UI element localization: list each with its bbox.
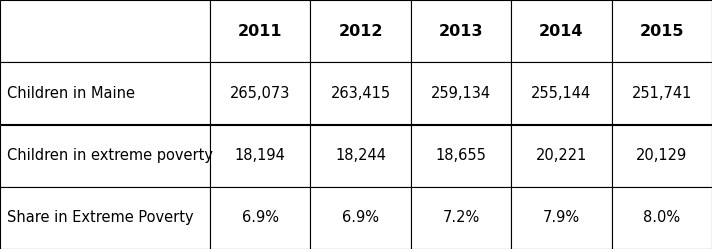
Text: 7.2%: 7.2% [442,210,480,225]
Bar [511,187,612,249]
Text: 6.9%: 6.9% [242,210,278,225]
Bar [612,187,712,249]
Text: 6.9%: 6.9% [342,210,379,225]
Text: Share in Extreme Poverty: Share in Extreme Poverty [7,210,194,225]
Bar [0,187,210,249]
Bar [310,187,411,249]
Bar [310,124,411,187]
Text: 2011: 2011 [238,24,283,39]
Text: 265,073: 265,073 [230,86,290,101]
Bar [210,124,310,187]
Text: 263,415: 263,415 [330,86,391,101]
Bar [411,62,511,124]
Bar [511,62,612,124]
Bar [0,62,210,124]
Bar [511,124,612,187]
Text: 20,221: 20,221 [535,148,587,163]
Text: 7.9%: 7.9% [543,210,580,225]
Bar [0,124,210,187]
Text: 18,244: 18,244 [335,148,386,163]
Bar [310,0,411,62]
Bar [0,0,210,62]
Text: 259,134: 259,134 [431,86,491,101]
Text: 2015: 2015 [639,24,684,39]
Bar [411,0,511,62]
Bar [612,0,712,62]
Text: 255,144: 255,144 [531,86,592,101]
Bar [310,62,411,124]
Text: 251,741: 251,741 [632,86,692,101]
Bar [511,0,612,62]
Text: 18,655: 18,655 [436,148,486,163]
Text: 8.0%: 8.0% [643,210,681,225]
Text: 2013: 2013 [439,24,483,39]
Text: 18,194: 18,194 [235,148,286,163]
Text: Children in Maine: Children in Maine [7,86,135,101]
Text: 2014: 2014 [539,24,584,39]
Bar [411,124,511,187]
Bar [210,187,310,249]
Bar [210,0,310,62]
Text: 2012: 2012 [338,24,383,39]
Bar [210,62,310,124]
Text: Children in extreme poverty: Children in extreme poverty [7,148,213,163]
Bar [411,187,511,249]
Bar [612,124,712,187]
Bar [612,62,712,124]
Text: 20,129: 20,129 [637,148,687,163]
